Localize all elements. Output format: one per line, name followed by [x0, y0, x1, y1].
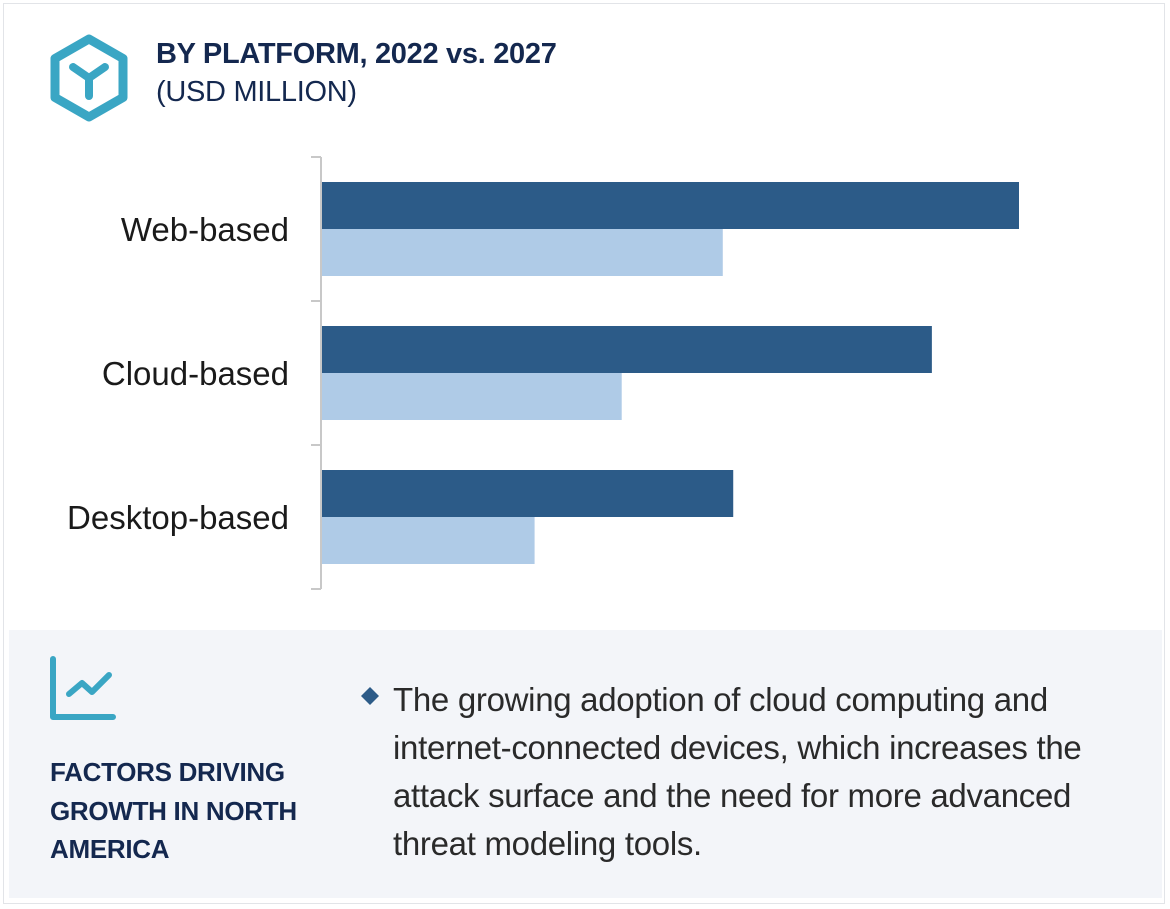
- bar-2027-cloud-based: [322, 326, 932, 373]
- chart-title: BY PLATFORM, 2022 vs. 2027: [156, 38, 557, 70]
- bar-2022-desktop-based: [322, 517, 535, 564]
- bar-chart: Web-based Cloud-based Desktop-based: [67, 156, 1019, 590]
- bar-2027-desktop-based: [322, 470, 734, 517]
- factors-panel: [9, 630, 1162, 898]
- bar-2027-web-based: [322, 182, 1019, 229]
- diamond-bullet-icon: [361, 687, 379, 705]
- hexagon-y-logo-icon: [50, 34, 128, 122]
- bar-2022-web-based: [322, 229, 723, 276]
- category-label: Cloud-based: [102, 355, 289, 392]
- factor-bullet-text: The growing adoption of cloud computing …: [393, 681, 1082, 862]
- chart-subtitle: (USD MILLION): [156, 76, 357, 108]
- factors-heading: FACTORS DRIVING GROWTH IN NORTH AMERICA: [50, 757, 297, 864]
- category-label: Desktop-based: [67, 499, 289, 536]
- trend-line-chart-icon: [50, 656, 116, 720]
- bar-2022-cloud-based: [322, 373, 622, 420]
- category-label: Web-based: [121, 211, 289, 248]
